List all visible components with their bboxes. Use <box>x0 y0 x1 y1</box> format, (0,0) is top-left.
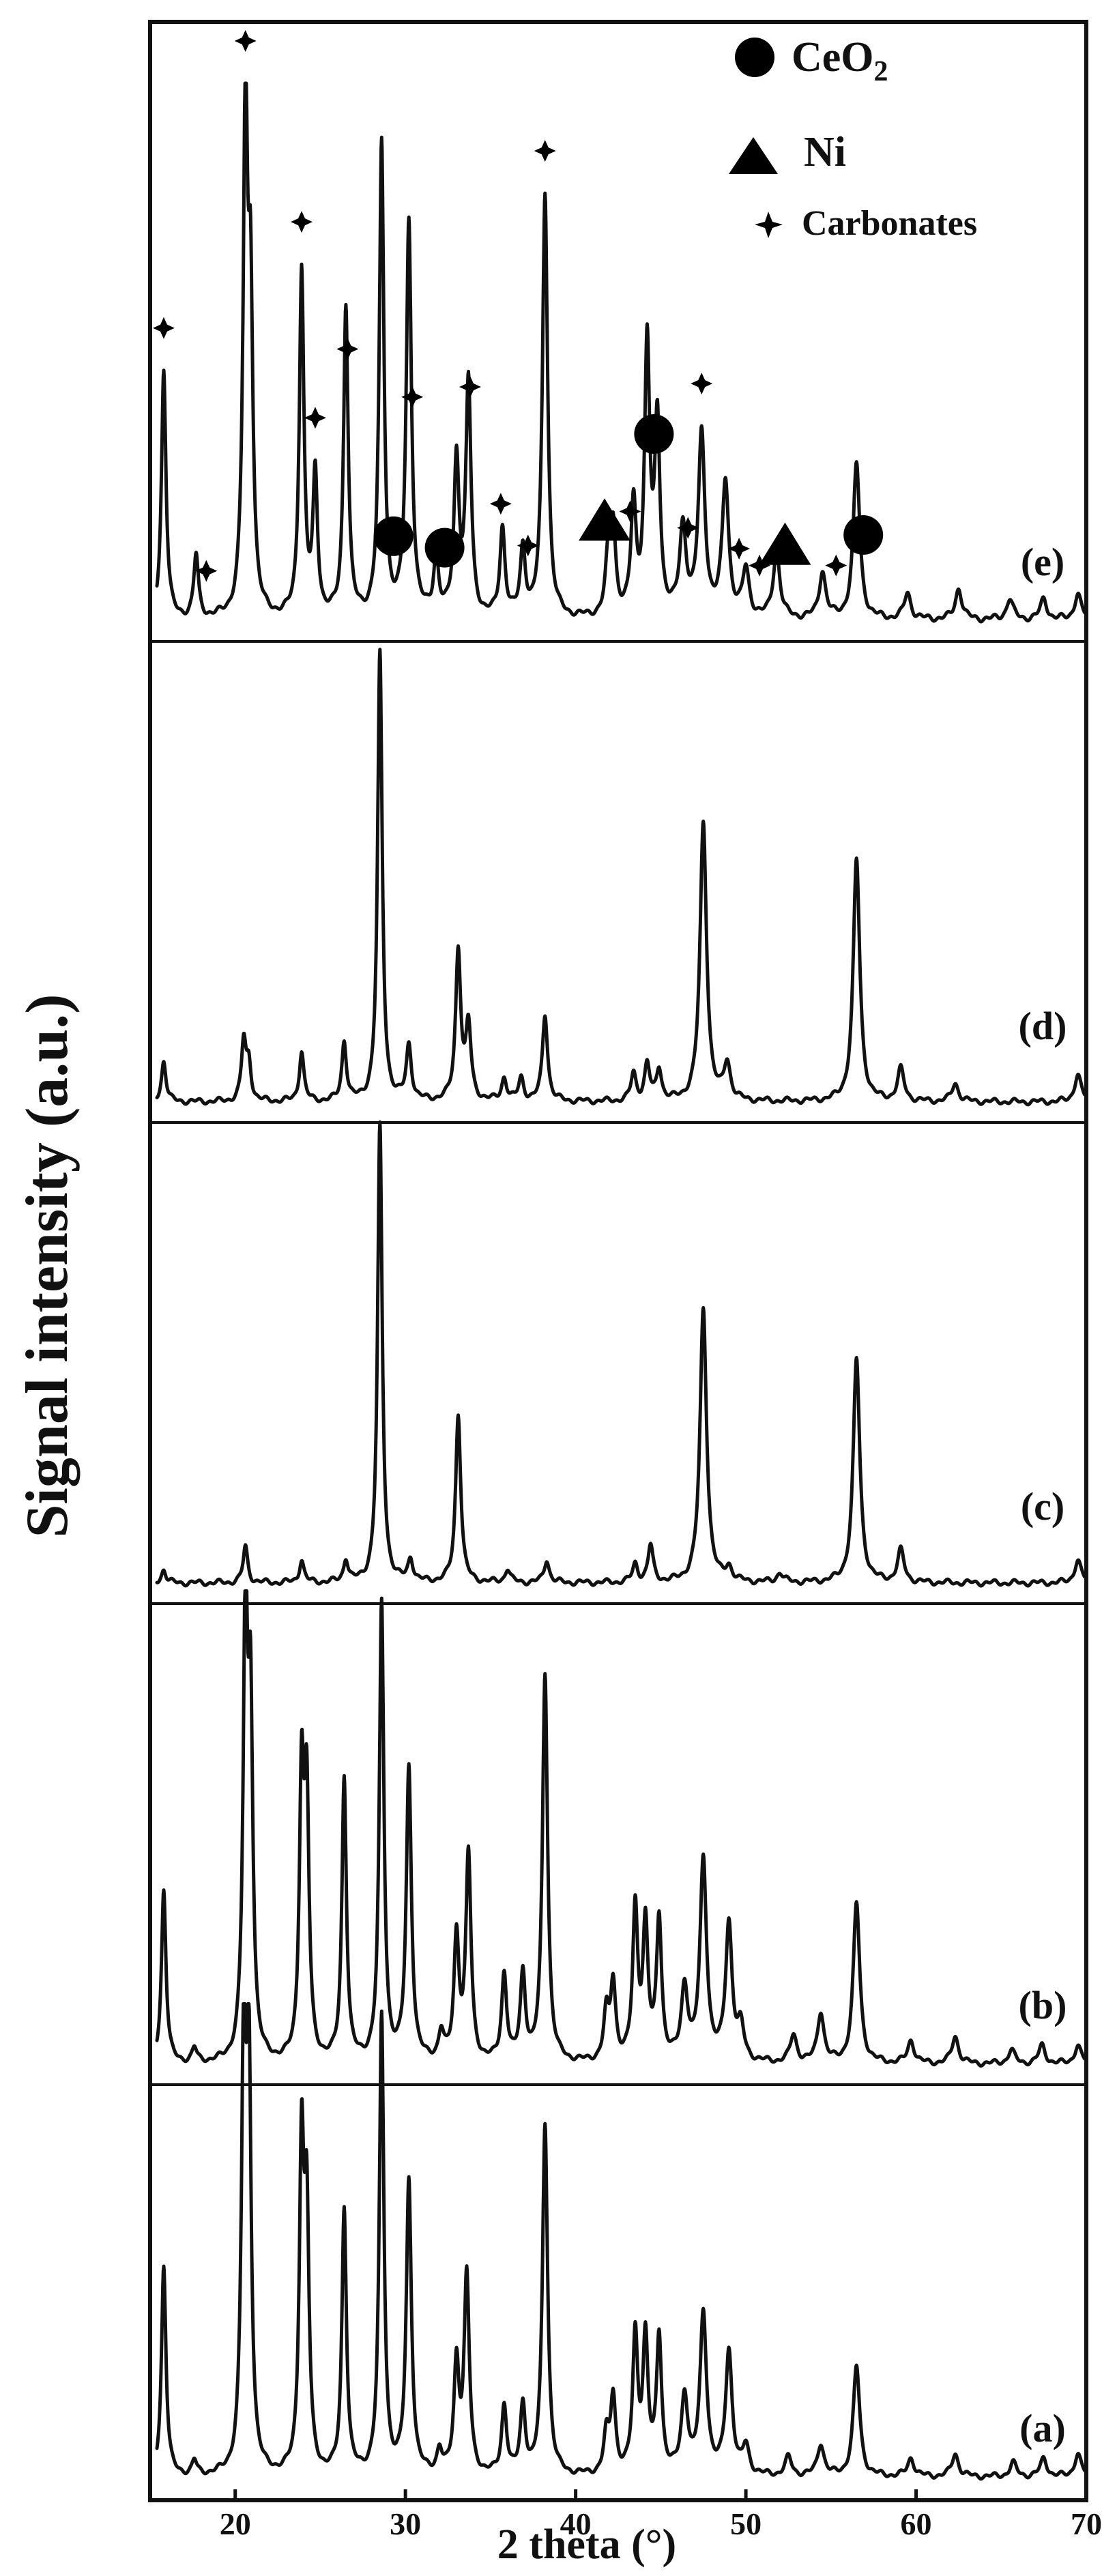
carbonate-marker <box>304 407 326 429</box>
carbonate-marker <box>291 211 313 233</box>
carbonate-marker <box>825 554 847 577</box>
panel-label-a: (a) <box>1019 2406 1066 2450</box>
plot-frame <box>148 20 1088 2502</box>
legend-star-marker <box>755 212 783 238</box>
diffraction-line-e <box>155 81 1086 624</box>
ceo2-marker <box>634 414 674 454</box>
x-axis-title: 2 theta (°) <box>497 2521 676 2568</box>
diffraction-line-a <box>155 2002 1086 2481</box>
diffraction-line-b <box>155 1589 1086 2068</box>
ni-marker <box>579 498 631 541</box>
x-tick-label-60: 60 <box>901 2506 932 2541</box>
carbonate-marker <box>749 554 771 577</box>
carbonate-marker <box>489 493 512 515</box>
panel-lines <box>155 81 1086 2481</box>
carbonate-marker <box>152 317 175 339</box>
carbonate-marker <box>691 373 713 395</box>
legend-triangle-marker <box>729 137 778 174</box>
x-axis: 20 30 40 50 60 70 <box>220 2489 1102 2541</box>
x-tick-label-40: 40 <box>560 2506 592 2541</box>
diffraction-line-d <box>155 648 1086 1107</box>
ceo2-marker <box>424 527 465 568</box>
carbonate-marker <box>619 500 641 523</box>
legend-label-carbonates: Carbonates <box>802 204 977 243</box>
carbonate-marker <box>534 140 556 162</box>
carbonate-marker <box>401 386 424 408</box>
phase-annotations <box>152 30 884 582</box>
ceo2-marker <box>843 515 884 555</box>
x-tick-label-50: 50 <box>730 2506 762 2541</box>
carbonate-marker <box>234 30 257 52</box>
carbonate-marker <box>195 560 218 582</box>
panel-labels: (e) (d) (c) (b) (a) <box>1019 540 1067 2450</box>
x-tick-label-30: 30 <box>390 2506 421 2541</box>
panel-label-e: (e) <box>1021 540 1064 584</box>
ceo2-marker <box>373 516 414 556</box>
legend-circle-marker <box>735 38 774 77</box>
carbonate-marker <box>728 537 751 560</box>
x-tick-label-70: 70 <box>1071 2506 1102 2541</box>
diffraction-line-c <box>155 1120 1086 1588</box>
ni-marker <box>759 522 811 565</box>
panel-label-d: (d) <box>1019 1004 1067 1048</box>
legend-label-ceo2: CeO2 <box>792 34 888 87</box>
carbonate-marker <box>677 517 699 539</box>
y-axis-title: Signal intensity (a.u.) <box>14 994 81 1537</box>
panel-label-b: (b) <box>1019 1983 1067 2027</box>
carbonate-marker <box>336 338 359 360</box>
x-tick-label-20: 20 <box>220 2506 251 2541</box>
legend-label-ni: Ni <box>804 129 846 175</box>
panel-label-c: (c) <box>1021 1484 1064 1529</box>
carbonate-marker <box>517 534 539 557</box>
carbonate-marker <box>459 376 481 399</box>
legend: CeO2 Ni Carbonates <box>729 34 977 243</box>
